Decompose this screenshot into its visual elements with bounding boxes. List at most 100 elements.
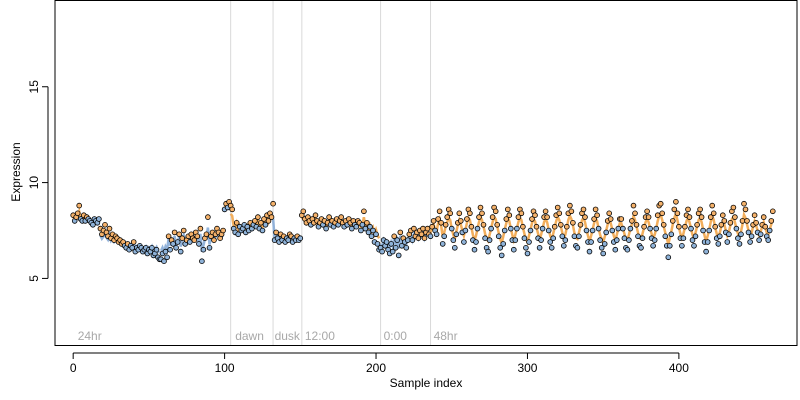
data-point (199, 258, 205, 265)
data-point (538, 237, 544, 243)
data-point (574, 245, 581, 251)
data-point (536, 245, 543, 251)
data-point (273, 229, 279, 236)
data-point (685, 206, 691, 213)
data-point (467, 210, 473, 217)
data-point (554, 204, 561, 211)
data-point (501, 227, 508, 234)
data-point (571, 233, 578, 240)
data-point (595, 225, 602, 232)
data-point (548, 245, 555, 251)
data-point (379, 248, 385, 255)
data-point (567, 202, 573, 209)
data-point (358, 227, 364, 234)
data-point (495, 233, 502, 240)
data-point (365, 229, 372, 236)
data-point (620, 225, 626, 232)
data-point (76, 202, 82, 209)
data-point (544, 214, 550, 220)
data-point (747, 239, 753, 245)
data-point (374, 241, 381, 247)
data-point (486, 237, 493, 243)
data-point (520, 223, 526, 230)
data-point (106, 225, 113, 232)
data-point (368, 233, 375, 240)
data-point (633, 222, 640, 228)
y-tick-label: 10 (27, 176, 41, 190)
data-point (447, 210, 454, 217)
data-point (612, 246, 619, 253)
data-point (510, 246, 517, 253)
data-point (359, 222, 366, 228)
data-point (629, 218, 635, 224)
data-point (473, 239, 479, 245)
plot-frame (54, 0, 798, 346)
x-tick-label: 300 (517, 361, 537, 375)
data-point (312, 212, 319, 219)
data-point (179, 235, 186, 242)
data-point (196, 241, 202, 247)
data-point (392, 245, 399, 251)
data-point (727, 220, 734, 226)
data-point (668, 231, 675, 238)
data-point (521, 235, 528, 242)
data-point (297, 235, 304, 242)
data-point (718, 222, 725, 228)
data-point (641, 223, 647, 230)
data-point (597, 237, 603, 243)
data-point (542, 208, 549, 215)
data-point (453, 231, 460, 238)
data-point (689, 237, 696, 243)
data-point (630, 202, 637, 209)
data-point (651, 237, 658, 243)
data-point (270, 200, 276, 207)
data-point (627, 225, 634, 232)
data-point (194, 233, 201, 240)
data-point (220, 227, 226, 234)
data-point (624, 246, 631, 253)
data-point (765, 237, 771, 243)
x-tick-label: 200 (366, 361, 386, 375)
data-point (730, 204, 737, 211)
data-point (741, 200, 747, 207)
data-point (712, 223, 718, 230)
data-point (650, 243, 656, 249)
data-point (679, 243, 685, 249)
data-point (411, 225, 417, 232)
data-point (660, 222, 667, 228)
data-point (586, 248, 593, 255)
data-point (753, 220, 759, 226)
condition-boundaries (230, 0, 432, 346)
data-point (732, 214, 738, 220)
data-point (438, 220, 444, 226)
data-point (529, 216, 535, 222)
data-point (235, 231, 242, 238)
data-point (489, 214, 496, 220)
data-point (464, 216, 470, 222)
data-point (523, 245, 529, 251)
data-point (488, 225, 494, 232)
data-point (719, 212, 726, 219)
data-point (639, 235, 646, 242)
data-point (583, 227, 590, 234)
data-point (397, 229, 404, 236)
data-point (692, 233, 699, 240)
condition-label: dawn (235, 329, 264, 343)
data-point (424, 225, 431, 232)
data-point (632, 210, 638, 217)
data-point (556, 210, 563, 217)
data-points (70, 199, 776, 265)
data-point (600, 250, 606, 257)
data-point (697, 206, 703, 213)
data-point (609, 227, 616, 234)
data-point (206, 245, 213, 251)
data-point (149, 245, 155, 251)
data-point (618, 216, 625, 222)
data-point (733, 225, 740, 232)
data-point (439, 241, 446, 247)
condition-label: 12:00 (305, 329, 335, 343)
y-tick-label: 5 (27, 275, 41, 282)
data-point (615, 225, 622, 232)
data-point (645, 214, 652, 220)
data-point (191, 237, 198, 243)
